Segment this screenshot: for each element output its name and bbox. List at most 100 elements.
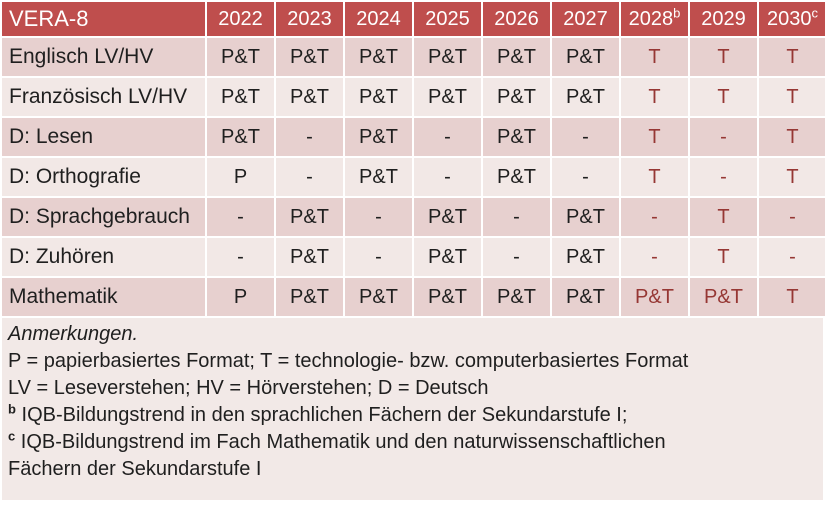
table-cell: P&T: [414, 198, 481, 236]
footnote-c-marker: c: [8, 428, 16, 444]
table-row: Englisch LV/HV P&T P&T P&T P&T P&T P&T T…: [2, 38, 825, 76]
year-label: 2028: [628, 7, 674, 30]
table-row: D: Orthografie P - P&T - P&T - T - T: [2, 158, 825, 196]
table-cell: T: [690, 238, 757, 276]
year-header: 2025: [414, 2, 481, 36]
table-cell: P&T: [552, 238, 619, 276]
table-cell: P&T: [690, 278, 757, 316]
table-cell: -: [345, 238, 412, 276]
table-cell: -: [207, 238, 274, 276]
notes-title: Anmerkungen.: [8, 323, 139, 345]
year-label: 2030: [767, 7, 812, 30]
table-cell: P&T: [483, 278, 550, 316]
table-cell: P&T: [483, 118, 550, 156]
table-cell: T: [621, 158, 688, 196]
year-label: 2023: [287, 7, 332, 30]
year-label: 2024: [356, 7, 401, 30]
table-cell: P&T: [207, 118, 274, 156]
table-cell: P&T: [414, 278, 481, 316]
table-cell: P&T: [207, 78, 274, 116]
row-label: Englisch LV/HV: [2, 38, 205, 76]
table-cell: T: [759, 78, 825, 116]
table-cell: P&T: [345, 38, 412, 76]
table-row: Mathematik P P&T P&T P&T P&T P&T P&T P&T…: [2, 278, 825, 316]
table-cell: -: [621, 198, 688, 236]
table-cell: -: [276, 158, 343, 196]
table-cell: -: [690, 118, 757, 156]
table-cell: T: [621, 118, 688, 156]
year-header: 2027: [552, 2, 619, 36]
table-cell: P&T: [552, 278, 619, 316]
year-header: 2026: [483, 2, 550, 36]
table-cell: P&T: [345, 118, 412, 156]
table-cell: P&T: [276, 238, 343, 276]
footnote-b-marker: b: [8, 401, 16, 417]
row-label: D: Orthografie: [2, 158, 205, 196]
row-label: Französisch LV/HV: [2, 78, 205, 116]
row-label: D: Zuhören: [2, 238, 205, 276]
table-row: D: Zuhören - P&T - P&T - P&T - T -: [2, 238, 825, 276]
table-cell: P&T: [207, 38, 274, 76]
table-cell: T: [690, 38, 757, 76]
table-cell: P&T: [276, 78, 343, 116]
year-footnote-marker: c: [811, 4, 819, 20]
table-cell: P: [207, 278, 274, 316]
row-label: D: Sprachgebrauch: [2, 198, 205, 236]
table-cell: P&T: [552, 198, 619, 236]
table-cell: -: [483, 238, 550, 276]
table-cell: P&T: [414, 238, 481, 276]
footnote-c: c IQB-Bildungstrend im Fach Mathematik u…: [8, 429, 817, 483]
table-cell: -: [552, 158, 619, 196]
year-header: 2024: [345, 2, 412, 36]
table-cell: P&T: [414, 78, 481, 116]
table-cell: T: [621, 78, 688, 116]
year-label: 2027: [563, 7, 608, 30]
table-cell: T: [690, 198, 757, 236]
table-cell: -: [276, 118, 343, 156]
year-footnote-marker: b: [673, 4, 681, 20]
footnote-b: b IQB-Bildungstrend in den sprachlichen …: [8, 402, 817, 429]
table-row: D: Lesen P&T - P&T - P&T - T - T: [2, 118, 825, 156]
table-cell: -: [207, 198, 274, 236]
year-label: 2025: [425, 7, 470, 30]
footnote-c-text-line2: Fächern der Sekundarstufe I: [8, 458, 262, 480]
table-cell: T: [759, 38, 825, 76]
table-cell: T: [759, 118, 825, 156]
table-notes: Anmerkungen. P = papierbasiertes Format;…: [2, 318, 823, 500]
table-cell: T: [759, 158, 825, 196]
table-cell: -: [690, 158, 757, 196]
row-label: Mathematik: [2, 278, 205, 316]
year-header: 2029: [690, 2, 757, 36]
year-header: 2028b: [621, 2, 688, 36]
table-cell: T: [621, 38, 688, 76]
notes-format-legend: P = papierbasiertes Format; T = technolo…: [8, 350, 689, 372]
table-cell: P&T: [276, 278, 343, 316]
table-cell: -: [621, 238, 688, 276]
table-cell: -: [414, 118, 481, 156]
table-cell: P&T: [483, 38, 550, 76]
table-cell: P&T: [483, 78, 550, 116]
table-cell: P&T: [552, 78, 619, 116]
table-cell: P&T: [483, 158, 550, 196]
table-cell: P&T: [276, 198, 343, 236]
table-cell: P&T: [345, 78, 412, 116]
table-cell: -: [345, 198, 412, 236]
table-row: Französisch LV/HV P&T P&T P&T P&T P&T P&…: [2, 78, 825, 116]
table-cell: -: [414, 158, 481, 196]
table-cell: T: [759, 278, 825, 316]
row-label: D: Lesen: [2, 118, 205, 156]
year-label: 2029: [701, 7, 746, 30]
year-header: 2022: [207, 2, 274, 36]
footnote-c-text-line1: IQB-Bildungstrend im Fach Mathematik und…: [20, 431, 666, 453]
table-cell: P&T: [621, 278, 688, 316]
year-label: 2026: [494, 7, 539, 30]
header-row: VERA-8 2022 2023 2024 2025 2026 2027 202…: [2, 2, 825, 36]
notes-abbreviation-legend: LV = Leseverstehen; HV = Hörverstehen; D…: [8, 377, 489, 399]
year-label: 2022: [218, 7, 263, 30]
table-cell: P&T: [345, 278, 412, 316]
table-cell: P&T: [414, 38, 481, 76]
table-cell: -: [552, 118, 619, 156]
table-cell: P&T: [345, 158, 412, 196]
vera8-schedule-table: VERA-8 2022 2023 2024 2025 2026 2027 202…: [2, 2, 825, 316]
table-title-cell: VERA-8: [2, 2, 205, 36]
